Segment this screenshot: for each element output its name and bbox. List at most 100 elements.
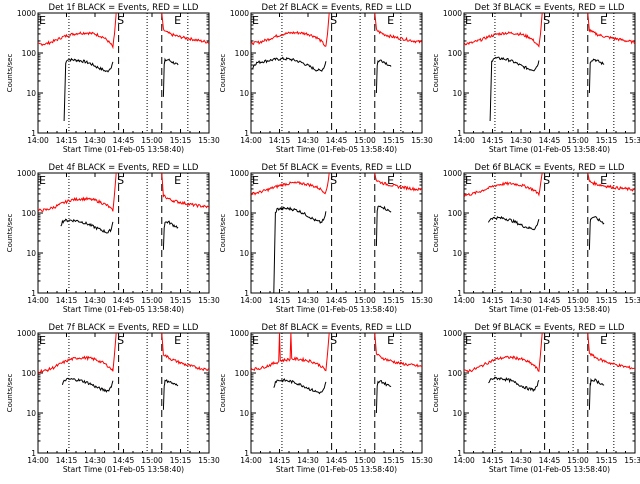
events-series-line: [273, 206, 327, 293]
detector-panel: Det 3f BLACK = Events, RED = LLD 14:00 14:…: [432, 3, 640, 154]
plot-frame: [250, 332, 423, 454]
x-tick-label: 14:45: [113, 136, 135, 145]
x-tick-label: 15:15: [383, 296, 405, 305]
x-axis-label: Start Time (01-Feb-05 13:58:40): [489, 145, 610, 154]
y-tick-label: 1: [457, 449, 462, 458]
panel-title: Det 5f BLACK = Events, RED = LLD: [262, 163, 412, 173]
y-tick-label: 100: [448, 209, 463, 218]
lld-series-line: [161, 13, 209, 44]
event-marker-label: E: [600, 334, 607, 347]
lld-series-line: [251, 13, 330, 47]
x-tick-label: 14:45: [326, 456, 348, 465]
plot-frame: [250, 12, 423, 134]
y-tick-label: 10: [452, 409, 462, 418]
event-marker-label: S: [330, 14, 337, 27]
x-tick-label: 15:00: [567, 136, 589, 145]
x-tick-label: 14:15: [269, 296, 291, 305]
y-tick-label: 1: [457, 289, 462, 298]
x-tick-label: 14:00: [27, 136, 49, 145]
x-axis-label: Start Time (01-Feb-05 13:58:40): [63, 145, 184, 154]
x-tick-label: 14:30: [510, 296, 532, 305]
y-tick-label: 100: [235, 369, 250, 378]
x-axis-label: Start Time (01-Feb-05 13:58:40): [63, 305, 184, 314]
event-marker-label: S: [543, 334, 550, 347]
x-tick-label: 15:30: [411, 296, 433, 305]
panel-title: Det 1f BLACK = Events, RED = LLD: [49, 3, 199, 13]
panel-title: Det 8f BLACK = Events, RED = LLD: [262, 323, 412, 333]
y-axis-label: Counts/sec: [432, 214, 440, 253]
event-marker-label: E: [174, 174, 181, 187]
y-tick-label: 1000: [17, 9, 36, 18]
y-tick-label: 10: [26, 409, 36, 418]
x-tick-label: 14:45: [539, 456, 561, 465]
x-tick-label: 14:30: [84, 136, 106, 145]
x-tick-label: 14:30: [297, 136, 319, 145]
x-tick-label: 14:45: [326, 296, 348, 305]
x-tick-label: 14:45: [113, 456, 135, 465]
x-tick-label: 15:15: [170, 296, 192, 305]
event-marker-label: E: [600, 174, 607, 187]
lld-series-line: [161, 173, 209, 209]
lld-series-line: [587, 333, 635, 370]
detector-panel: Det 4f BLACK = Events, RED = LLD 14:00 14:…: [6, 163, 220, 314]
event-marker-label: E: [387, 14, 394, 27]
event-marker-label: S: [117, 174, 124, 187]
lld-series-line: [38, 13, 117, 50]
events-series-line: [375, 205, 392, 247]
y-tick-label: 10: [26, 249, 36, 258]
event-marker-label: S: [117, 334, 124, 347]
y-tick-label: 1: [31, 449, 36, 458]
event-marker-label: E: [39, 174, 46, 187]
detector-panel: Det 9f BLACK = Events, RED = LLD 14:00 14:…: [432, 323, 640, 474]
events-series-line: [588, 216, 605, 250]
y-axis-label: Counts/sec: [219, 214, 227, 253]
events-series-line: [63, 57, 114, 122]
event-marker-label: S: [543, 14, 550, 27]
event-marker-label: S: [330, 174, 337, 187]
plot-frame: [37, 172, 210, 294]
y-tick-label: 1000: [443, 9, 462, 18]
plot-frame: [463, 332, 636, 454]
x-tick-label: 15:15: [383, 456, 405, 465]
panel-title: Det 2f BLACK = Events, RED = LLD: [262, 3, 412, 13]
event-marker-label: S: [543, 174, 550, 187]
panel-title: Det 4f BLACK = Events, RED = LLD: [49, 163, 199, 173]
y-tick-label: 1: [457, 129, 462, 138]
x-axis-label: Start Time (01-Feb-05 13:58:40): [63, 465, 184, 474]
detector-panel: Det 5f BLACK = Events, RED = LLD 14:00 14:…: [219, 163, 433, 314]
x-tick-label: 15:00: [354, 296, 376, 305]
x-tick-label: 14:00: [27, 296, 49, 305]
x-tick-label: 14:45: [326, 136, 348, 145]
events-series-line: [588, 58, 605, 94]
panel-title: Det 3f BLACK = Events, RED = LLD: [475, 3, 625, 13]
lld-series-line: [38, 333, 117, 374]
x-tick-label: 14:45: [539, 136, 561, 145]
y-tick-label: 100: [235, 49, 250, 58]
lld-series-line: [374, 333, 422, 368]
x-tick-label: 15:30: [198, 296, 220, 305]
event-marker-label: S: [330, 334, 337, 347]
lld-series-line: [464, 173, 543, 197]
x-tick-label: 15:30: [198, 136, 220, 145]
lld-series-line: [464, 13, 543, 48]
x-tick-label: 15:00: [354, 456, 376, 465]
y-tick-label: 1000: [17, 329, 36, 338]
lld-series-line: [464, 333, 543, 373]
lld-series-line: [38, 173, 117, 212]
x-tick-label: 15:00: [567, 296, 589, 305]
x-tick-label: 14:00: [453, 136, 475, 145]
events-series-line: [162, 57, 179, 97]
x-tick-label: 14:45: [113, 296, 135, 305]
x-tick-label: 14:15: [56, 136, 78, 145]
event-marker-label: E: [174, 334, 181, 347]
x-tick-label: 14:30: [84, 296, 106, 305]
panel-title: Det 6f BLACK = Events, RED = LLD: [475, 163, 625, 173]
detector-panel: Det 2f BLACK = Events, RED = LLD 14:00 14:…: [219, 3, 433, 154]
event-marker-label: E: [387, 334, 394, 347]
x-tick-label: 14:15: [269, 136, 291, 145]
x-tick-label: 14:30: [510, 136, 532, 145]
lld-series-line: [374, 173, 422, 192]
plot-frame: [250, 172, 423, 294]
